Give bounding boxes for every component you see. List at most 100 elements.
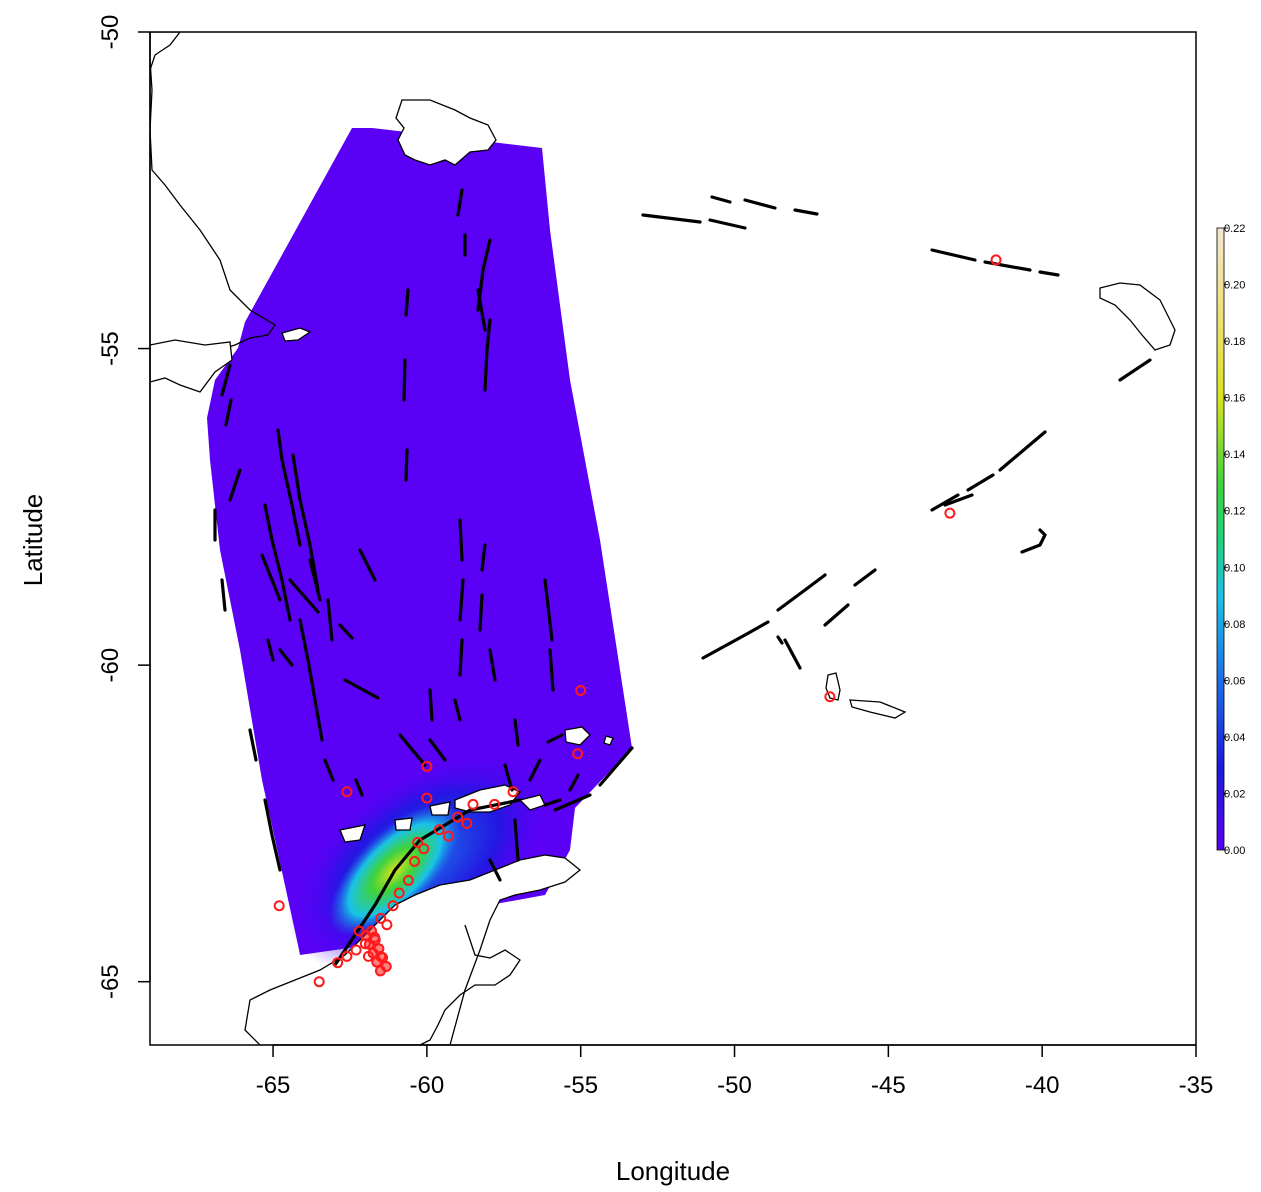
track — [483, 318, 492, 392]
observation-marker — [418, 843, 430, 855]
track — [288, 578, 320, 614]
track — [710, 195, 732, 204]
y-axis: -50 -55 -60 -65 — [97, 15, 151, 999]
peninsula-islands — [339, 801, 451, 843]
x-tick-label: -40 — [1025, 1072, 1060, 1099]
observation-marker — [313, 976, 325, 988]
observation-marker — [990, 254, 1002, 266]
x-tick-label: -50 — [717, 1072, 752, 1099]
track — [823, 603, 850, 627]
track — [428, 688, 434, 722]
track — [598, 746, 634, 787]
observation-marker — [412, 836, 424, 848]
colorbar-tick-label: 0.10 — [1224, 562, 1245, 574]
track — [402, 358, 407, 402]
observation-marker — [363, 938, 375, 950]
track — [278, 648, 294, 667]
tierra-del-fuego-land — [150, 339, 233, 393]
colorbar-tick-label: 0.16 — [1224, 393, 1245, 405]
south-orkney-islands — [825, 672, 907, 719]
track — [266, 638, 275, 662]
track — [513, 718, 520, 747]
coastlines — [150, 32, 1176, 1045]
track — [708, 218, 747, 230]
observation-marker — [402, 874, 414, 886]
observation-marker — [332, 957, 344, 969]
y-tick-label: -50 — [97, 15, 124, 50]
survey-tracks — [213, 188, 1152, 967]
observation-marker — [572, 748, 584, 760]
track — [998, 430, 1047, 472]
track — [326, 598, 334, 642]
track — [260, 553, 282, 602]
track — [641, 213, 702, 224]
track — [1020, 528, 1047, 554]
track — [793, 208, 819, 216]
track — [404, 448, 409, 482]
x-tick-label: -60 — [410, 1072, 445, 1099]
observation-marker — [273, 900, 285, 912]
colorbar-tick-label: 0.14 — [1224, 449, 1245, 461]
colorbar-ramp — [1216, 227, 1225, 851]
elephant-island — [564, 726, 614, 746]
track — [398, 733, 427, 767]
observation-marker — [375, 912, 387, 924]
colorbar-tick-label: 0.20 — [1224, 280, 1245, 292]
track — [333, 798, 522, 967]
track — [343, 678, 380, 700]
observation-marker — [371, 956, 383, 968]
track — [323, 758, 335, 782]
track — [568, 773, 580, 792]
observation-marker — [461, 817, 473, 829]
track — [776, 635, 784, 645]
track — [456, 188, 464, 217]
south-georgia — [1099, 282, 1176, 351]
track — [458, 578, 465, 622]
track — [291, 453, 320, 592]
colorbar-tick-label: 0.04 — [1224, 732, 1245, 744]
track — [783, 638, 802, 670]
x-tick-label: -65 — [256, 1072, 291, 1099]
colorbar-tick-label: 0.22 — [1224, 223, 1245, 235]
track — [966, 473, 995, 492]
track — [220, 578, 227, 612]
track — [354, 778, 364, 797]
y-axis-label: Latitude — [18, 494, 48, 587]
track — [1038, 270, 1060, 277]
y-tick-label: -55 — [97, 331, 124, 366]
track — [248, 728, 258, 762]
track — [428, 738, 447, 762]
south-america-coast — [150, 32, 181, 71]
track — [263, 798, 282, 872]
observation-marker — [452, 811, 464, 823]
observation-marker — [442, 830, 454, 842]
observation-marker — [421, 760, 433, 772]
observation-marker — [944, 507, 956, 519]
observation-marker — [350, 944, 362, 956]
track — [476, 288, 487, 332]
weddell-coast — [419, 924, 521, 1045]
track — [1118, 358, 1152, 382]
track — [930, 248, 977, 262]
observation-marker — [824, 691, 836, 703]
colorbar: 0.00 0.02 0.04 0.06 0.08 0.10 0.12 0.14 0.16 0.18… — [1216, 223, 1245, 857]
track — [930, 493, 960, 512]
colorbar-tick-label: 0.06 — [1224, 675, 1245, 687]
x-tick-label: -35 — [1179, 1072, 1214, 1099]
track — [701, 620, 770, 660]
track — [458, 638, 464, 677]
observation-markers — [273, 254, 1002, 988]
track — [458, 518, 464, 562]
track — [263, 503, 292, 622]
observation-marker — [387, 900, 399, 912]
y-tick-label: -65 — [97, 964, 124, 999]
track — [548, 648, 555, 692]
track — [358, 548, 377, 582]
colorbar-tick-label: 0.02 — [1224, 788, 1245, 800]
observation-marker — [341, 950, 353, 962]
x-axis-label: Longitude — [616, 1156, 730, 1186]
track — [224, 398, 233, 427]
antarctic-peninsula — [244, 854, 582, 1045]
track — [776, 573, 827, 612]
